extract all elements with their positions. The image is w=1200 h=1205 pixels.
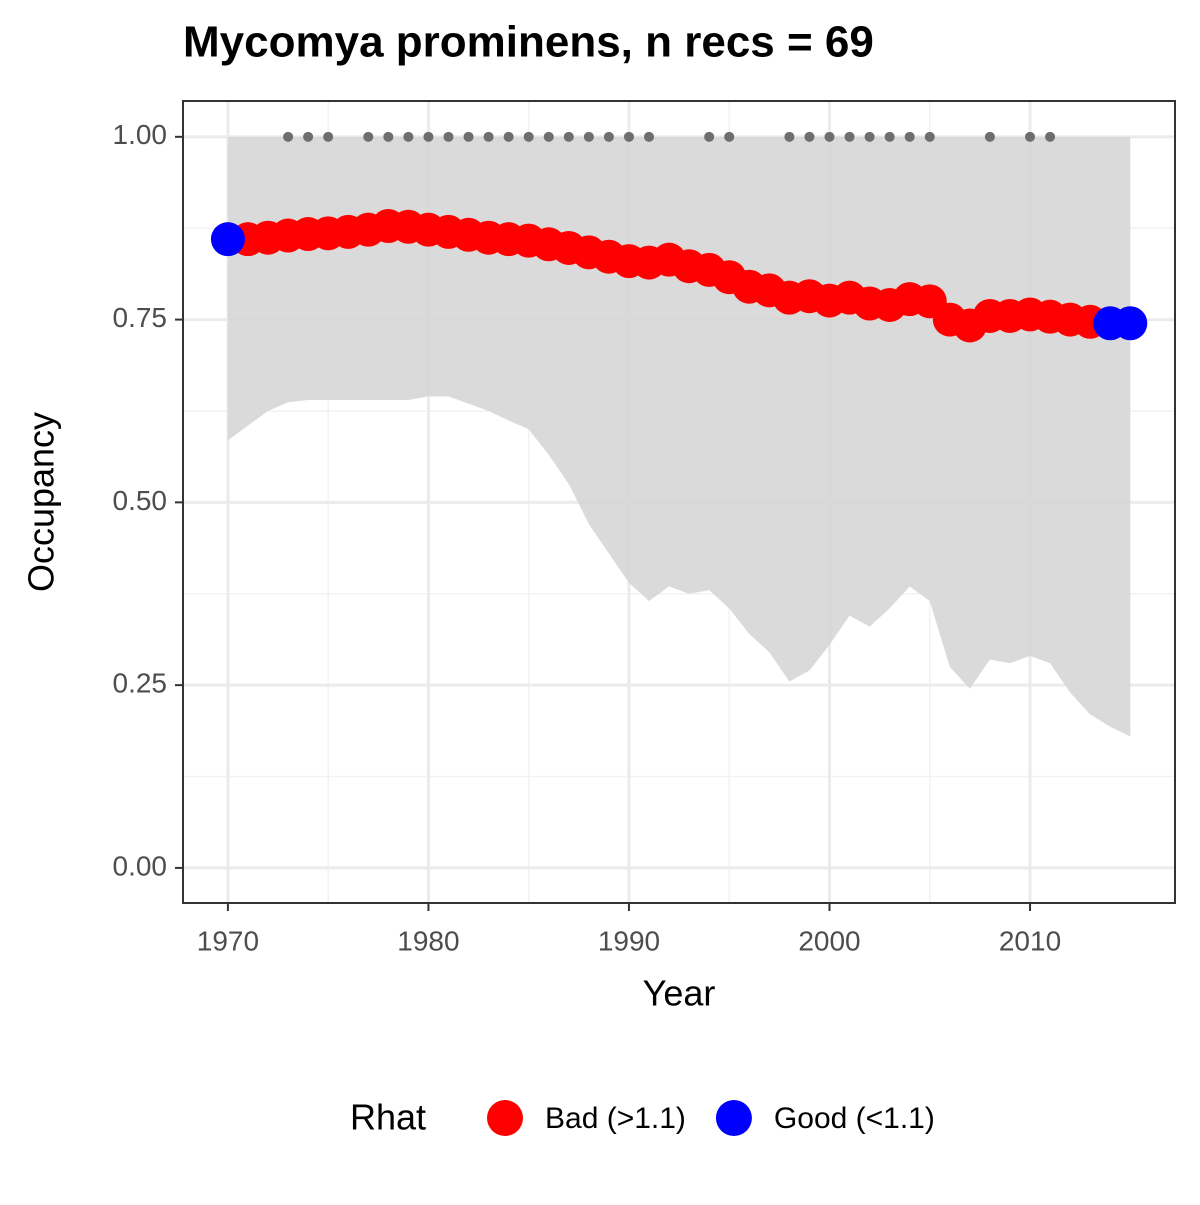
y-tick-label: 0.50	[113, 485, 168, 516]
legend-swatch	[487, 1100, 523, 1136]
record-dot	[403, 131, 414, 142]
record-dot	[844, 131, 855, 142]
record-dot	[443, 131, 454, 142]
record-dot	[603, 131, 614, 142]
record-dot	[463, 131, 474, 142]
record-dot	[563, 131, 574, 142]
legend-title: Rhat	[350, 1097, 426, 1138]
point	[210, 222, 245, 257]
record-dot	[363, 131, 374, 142]
record-dot	[383, 131, 394, 142]
x-axis-title: Year	[643, 973, 716, 1014]
x-tick-label: 2010	[999, 925, 1061, 956]
record-dot	[784, 131, 795, 142]
y-axis-title: Occupancy	[21, 412, 62, 592]
point	[1113, 306, 1148, 341]
y-tick-label: 0.75	[113, 302, 168, 333]
record-dot	[704, 131, 715, 142]
chart-title: Mycomya prominens, n recs = 69	[183, 18, 874, 67]
record-dot	[583, 131, 594, 142]
record-dot	[984, 131, 995, 142]
panel-border	[182, 100, 1176, 904]
record-dot	[1045, 131, 1056, 142]
record-dot	[1025, 131, 1036, 142]
record-dot	[283, 131, 294, 142]
legend-swatch	[715, 1100, 752, 1136]
record-dot	[523, 131, 534, 142]
record-dot	[323, 131, 334, 142]
x-tick-label: 1970	[197, 925, 259, 956]
record-dot	[483, 131, 494, 142]
record-dot	[423, 131, 434, 142]
legend-label: Bad (>1.1)	[545, 1102, 686, 1135]
x-tick-label: 1980	[397, 925, 459, 956]
record-dot	[623, 131, 634, 142]
record-dot	[724, 131, 735, 142]
record-dot	[824, 131, 835, 142]
record-dot	[884, 131, 895, 142]
record-dot	[303, 131, 314, 142]
record-dot	[644, 131, 655, 142]
record-dot	[924, 131, 935, 142]
record-dot	[904, 131, 915, 142]
record-dot	[503, 131, 514, 142]
x-tick-label: 2000	[798, 925, 860, 956]
record-dot	[543, 131, 554, 142]
y-tick-label: 0.25	[113, 668, 168, 699]
y-tick-label: 0.00	[113, 850, 168, 881]
record-dot	[804, 131, 815, 142]
y-tick-label: 1.00	[113, 119, 168, 150]
legend-label: Good (<1.1)	[774, 1102, 935, 1135]
record-dot	[864, 131, 875, 142]
x-tick-label: 1990	[598, 925, 660, 956]
